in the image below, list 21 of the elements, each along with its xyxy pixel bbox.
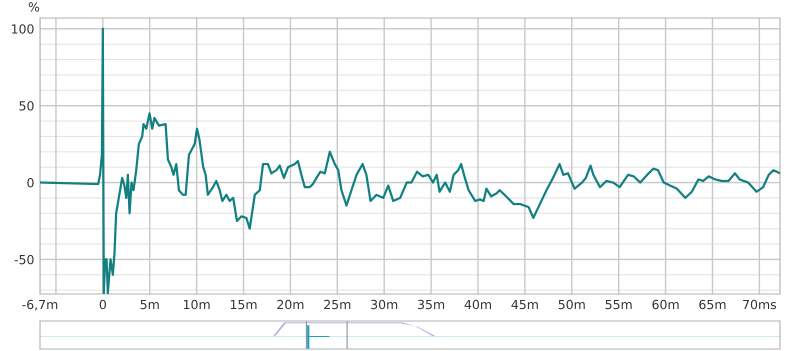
x-tick-label: 15m [230,300,257,310]
x-tick-label: 5m [140,300,159,310]
y-tick-label: 50 [20,101,34,111]
x-tick-label: 55m [606,300,632,310]
x-tick-label: 10m [184,300,210,310]
x-tick-label: 45m [511,300,538,310]
x-tick-label: 65m [699,300,726,310]
x-tick-label: 25m [324,300,350,310]
x-tick-label: 30m [371,300,398,310]
y-tick-label: 0 [27,178,34,188]
x-tick-label: 40m [464,300,491,310]
x-tick-label: 60m [652,300,679,310]
x-tick-label: 0 [100,300,106,310]
y-tick-label: 100 [12,24,34,34]
x-tick-label: -6,7m [22,300,58,311]
x-tick-label: 35m [418,300,444,310]
x-tick-label: 20m [277,300,304,310]
x-tick-label: 70ms [743,300,776,310]
x-tick-label: 50m [558,300,585,310]
y-tick-label: -50 [14,254,34,264]
y-axis-title: % [28,2,40,12]
